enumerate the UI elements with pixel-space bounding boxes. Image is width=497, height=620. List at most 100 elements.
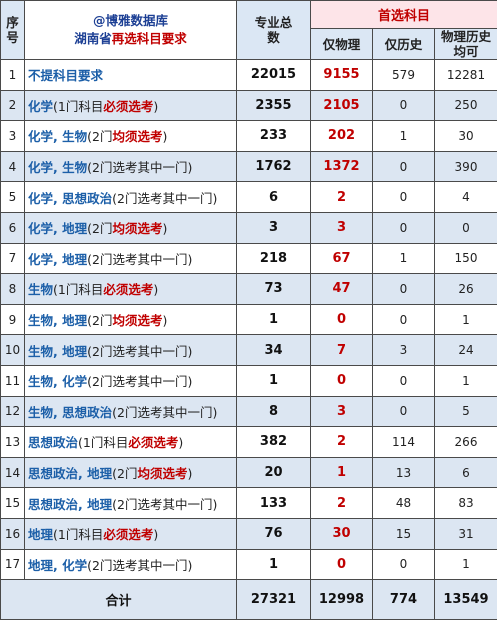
table-row: 3 化学, 生物(2门均须选考) 233 202 1 30 [0, 120, 497, 152]
table-row: 15 思想政治, 地理(2门选考其中一门) 133 2 48 83 [0, 487, 497, 519]
row-index: 13 [0, 426, 25, 458]
row-subject: 地理 [28, 527, 54, 543]
table-row: 11 生物, 化学(2门选考其中一门) 1 0 0 1 [0, 364, 497, 397]
row-requirement-highlight: 必须选考 [128, 435, 179, 451]
row-requirement-highlight: 必须选考 [103, 527, 154, 543]
row-total: 1762 [236, 150, 311, 183]
row-subject: 化学 [28, 98, 54, 114]
total-row-label: 合计 [0, 579, 237, 620]
row-total: 133 [236, 487, 311, 519]
row-note-close: ) [162, 129, 168, 145]
row-requirement: 化学, 地理(2门选考其中一门) [24, 242, 237, 275]
row-requirement: 化学, 生物(2门均须选考) [24, 120, 237, 152]
table-row: 8 生物(1门科目必须选考) 73 47 0 26 [0, 273, 497, 305]
row-requirement: 化学, 生物(2门选考其中一门) [24, 150, 237, 183]
row-both: 6 [434, 456, 497, 489]
row-requirement: 地理(1门科目必须选考) [24, 517, 237, 550]
row-history-only: 0 [372, 273, 435, 305]
row-note: (2门选考其中一门) [87, 374, 193, 390]
row-subject: 生物, 地理 [28, 313, 88, 329]
row-requirement: 化学, 思想政治(2门选考其中一门) [24, 181, 237, 213]
row-history-only: 3 [372, 334, 435, 366]
row-subject: 思想政治, 地理 [28, 466, 113, 482]
row-both: 4 [434, 181, 497, 213]
table-row: 14 思想政治, 地理(2门均须选考) 20 1 13 6 [0, 456, 497, 489]
row-history-only: 0 [372, 89, 435, 122]
row-both: 1 [434, 303, 497, 336]
row-subject: 生物, 思想政治 [28, 404, 113, 420]
row-total: 1 [236, 303, 311, 336]
row-requirement: 思想政治, 地理(2门选考其中一门) [24, 487, 237, 519]
total-row-both: 13549 [434, 579, 497, 620]
row-history-only: 0 [372, 395, 435, 428]
row-subject: 思想政治 [28, 435, 79, 451]
row-total: 73 [236, 273, 311, 305]
title-prefix: 湖南省 [74, 31, 112, 46]
row-physics-only: 1372 [310, 150, 373, 183]
total-row-physics: 12998 [310, 579, 373, 620]
table-row: 7 化学, 地理(2门选考其中一门) 218 67 1 150 [0, 242, 497, 275]
row-requirement-highlight: 均须选考 [137, 466, 188, 482]
row-total: 6 [236, 181, 311, 213]
row-both: 31 [434, 517, 497, 550]
row-note: (2门 [87, 313, 113, 329]
row-requirement: 生物, 地理(2门选考其中一门) [24, 334, 237, 366]
row-requirement: 思想政治, 地理(2门均须选考) [24, 456, 237, 489]
row-both: 24 [434, 334, 497, 366]
row-index: 14 [0, 456, 25, 489]
both-header: 物理历史均可 [434, 28, 497, 60]
row-note: (2门选考其中一门) [87, 251, 193, 267]
row-total: 1 [236, 364, 311, 397]
row-note-close: ) [187, 466, 193, 482]
row-requirement-highlight: 均须选考 [112, 221, 163, 237]
row-requirement: 生物, 思想政治(2门选考其中一门) [24, 395, 237, 428]
row-index: 1 [0, 59, 25, 91]
row-physics-only: 9155 [310, 59, 373, 91]
row-requirement: 不提科目要求 [24, 59, 237, 91]
row-index: 9 [0, 303, 25, 336]
row-both: 266 [434, 426, 497, 458]
total-header: 专业总数 [236, 0, 311, 60]
row-history-only: 48 [372, 487, 435, 519]
row-both: 83 [434, 487, 497, 519]
index-header: 序号 [0, 0, 25, 60]
row-requirement-highlight: 必须选考 [103, 98, 154, 114]
title-header: @博雅数据库 湖南省再选科目要求 [24, 0, 237, 60]
row-both: 0 [434, 211, 497, 244]
row-history-only: 0 [372, 211, 435, 244]
row-requirement: 生物, 地理(2门均须选考) [24, 303, 237, 336]
row-total: 22015 [236, 59, 311, 91]
total-row-total: 27321 [236, 579, 311, 620]
row-requirement-highlight: 均须选考 [112, 129, 163, 145]
row-requirement: 生物, 化学(2门选考其中一门) [24, 364, 237, 397]
row-subject: 生物 [28, 282, 54, 298]
row-subject: 化学, 地理 [28, 251, 88, 267]
row-requirement: 地理, 化学(2门选考其中一门) [24, 548, 237, 581]
row-index: 8 [0, 273, 25, 305]
row-both: 12281 [434, 59, 497, 91]
row-physics-only: 202 [310, 120, 373, 152]
table-row: 10 生物, 地理(2门选考其中一门) 34 7 3 24 [0, 334, 497, 366]
row-index: 7 [0, 242, 25, 275]
row-history-only: 0 [372, 364, 435, 397]
row-physics-only: 2 [310, 426, 373, 458]
row-note: (2门 [112, 466, 138, 482]
table-row: 2 化学(1门科目必须选考) 2355 2105 0 250 [0, 89, 497, 122]
row-index: 5 [0, 181, 25, 213]
row-index: 4 [0, 150, 25, 183]
table-row: 13 思想政治(1门科目必须选考) 382 2 114 266 [0, 426, 497, 458]
total-row-history: 774 [372, 579, 435, 620]
row-physics-only: 2105 [310, 89, 373, 122]
row-both: 390 [434, 150, 497, 183]
row-physics-only: 3 [310, 395, 373, 428]
row-both: 1 [434, 364, 497, 397]
history-only-header: 仅历史 [372, 28, 435, 60]
row-history-only: 1 [372, 242, 435, 275]
row-note: (2门选考其中一门) [87, 343, 193, 359]
row-note: (2门选考其中一门) [87, 160, 193, 176]
row-total: 2355 [236, 89, 311, 122]
row-subject: 地理, 化学 [28, 557, 88, 573]
row-history-only: 0 [372, 548, 435, 581]
row-physics-only: 47 [310, 273, 373, 305]
